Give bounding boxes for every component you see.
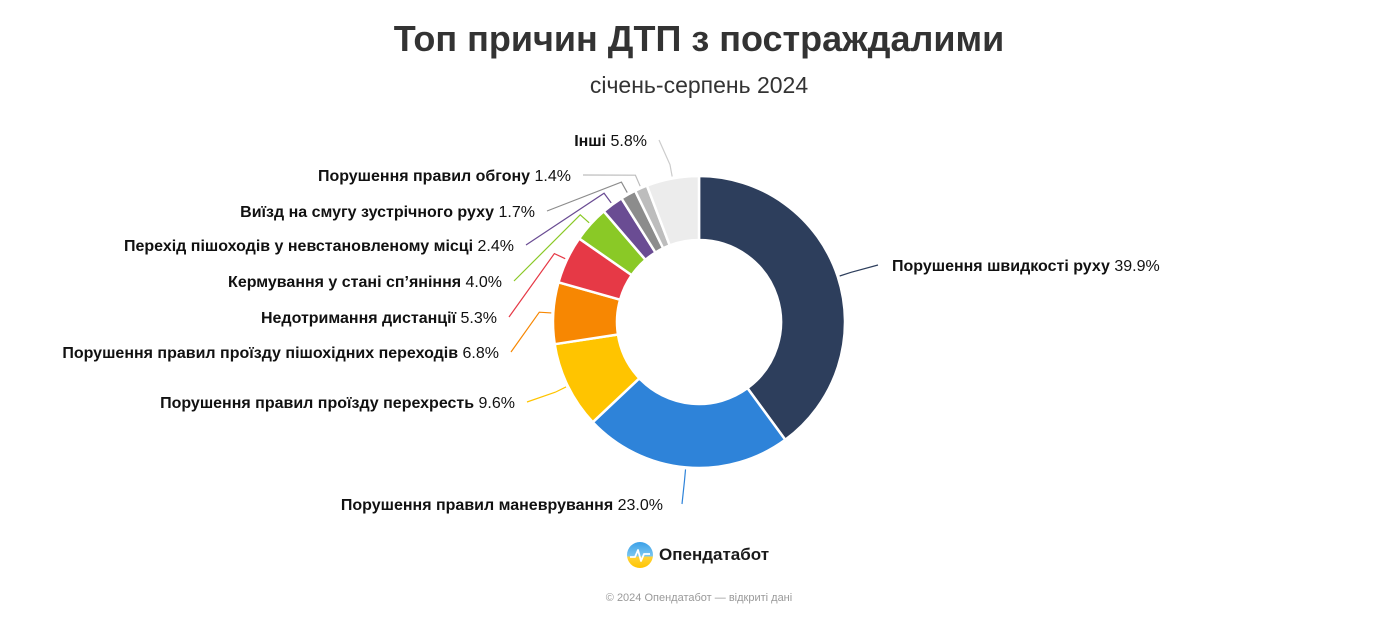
- data-label-value: 4.0%: [466, 274, 502, 291]
- data-label: Перехід пішоходів у невстановленому місц…: [124, 238, 514, 255]
- data-label-value: 9.6%: [479, 395, 515, 412]
- data-label-category: Виїзд на смугу зустрічного руху: [240, 204, 498, 221]
- data-label: Порушення правил маневрування 23.0%: [341, 497, 663, 514]
- label-connector: [525, 192, 612, 246]
- data-label: Порушення швидкості руху 39.9%: [892, 258, 1160, 275]
- data-label-category: Порушення правил проїзду пішохідних пере…: [62, 345, 462, 362]
- data-label-category: Порушення швидкості руху: [892, 258, 1114, 275]
- footer-copyright: © 2024 Опендатабот — відкриті дані: [605, 592, 793, 604]
- data-label: Недотримання дистанції 5.3%: [261, 310, 497, 327]
- data-label-category: Інші: [574, 133, 610, 150]
- data-label: Інші 5.8%: [574, 133, 647, 150]
- data-label-value: 6.8%: [463, 345, 499, 362]
- brand-name: Опендатабот: [659, 545, 770, 564]
- donut-slice[interactable]: [697, 174, 847, 442]
- label-connector: [513, 213, 590, 282]
- data-label: Кермування у стані сп’яніння 4.0%: [228, 274, 502, 291]
- data-label-category: Перехід пішоходів у невстановленому місц…: [124, 238, 478, 255]
- data-label-category: Недотримання дистанції: [261, 310, 461, 327]
- data-label-value: 39.9%: [1114, 258, 1159, 275]
- data-label-value: 2.4%: [478, 238, 514, 255]
- label-connector: [582, 174, 641, 187]
- donut-slice[interactable]: [645, 174, 701, 247]
- data-label-value: 1.7%: [499, 204, 535, 221]
- label-connector: [510, 311, 552, 353]
- data-label: Порушення правил проїзду перехресть 9.6%: [160, 395, 515, 412]
- label-connector: [681, 469, 687, 505]
- chart-subtitle: січень-серпень 2024: [589, 72, 809, 98]
- data-label-value: 23.0%: [618, 497, 663, 514]
- label-connector: [839, 264, 879, 277]
- data-label-category: Порушення правил обгону: [318, 168, 535, 185]
- data-label-category: Кермування у стані сп’яніння: [228, 274, 465, 291]
- data-label-value: 5.3%: [461, 310, 497, 327]
- label-connector: [546, 181, 628, 212]
- data-label: Порушення правил проїзду пішохідних пере…: [62, 345, 499, 362]
- data-label-category: Порушення правил проїзду перехресть: [160, 395, 478, 412]
- label-connector: [658, 139, 673, 177]
- data-label-value: 1.4%: [535, 168, 571, 185]
- donut-slice[interactable]: [591, 377, 787, 470]
- data-label: Виїзд на смугу зустрічного руху 1.7%: [240, 204, 535, 221]
- data-label-category: Порушення правил маневрування: [341, 497, 618, 514]
- label-connector: [508, 252, 566, 318]
- opendatabot-logo-icon: [627, 542, 653, 568]
- data-label: Порушення правил обгону 1.4%: [318, 168, 571, 185]
- label-connector: [526, 386, 567, 403]
- chart-title: Топ причин ДТП з постраждалими: [393, 18, 1005, 59]
- data-label-value: 5.8%: [611, 133, 647, 150]
- brand: Опендатабот: [626, 540, 769, 570]
